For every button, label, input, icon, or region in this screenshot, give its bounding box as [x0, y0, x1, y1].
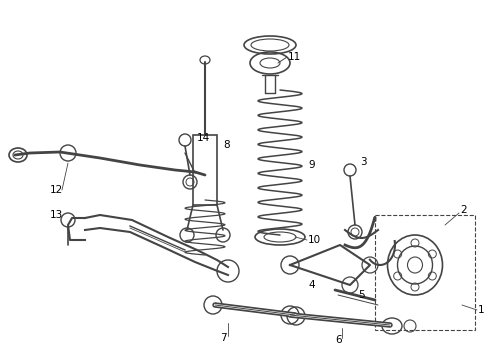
Text: 2: 2 — [460, 205, 466, 215]
Text: 14: 14 — [197, 133, 210, 143]
Text: 4: 4 — [308, 280, 315, 290]
Bar — [193, 135, 217, 205]
Text: 8: 8 — [223, 140, 230, 150]
Text: 13: 13 — [50, 210, 63, 220]
Text: 6: 6 — [335, 335, 342, 345]
Text: 7: 7 — [220, 333, 227, 343]
Text: 10: 10 — [308, 235, 321, 245]
Text: 9: 9 — [308, 160, 315, 170]
Text: 3: 3 — [360, 157, 367, 167]
Text: 1: 1 — [478, 305, 485, 315]
Text: 12: 12 — [50, 185, 63, 195]
Polygon shape — [68, 218, 85, 240]
Text: 5: 5 — [358, 290, 365, 300]
Text: 11: 11 — [288, 52, 301, 62]
Polygon shape — [290, 245, 370, 285]
Bar — [375, 215, 475, 330]
